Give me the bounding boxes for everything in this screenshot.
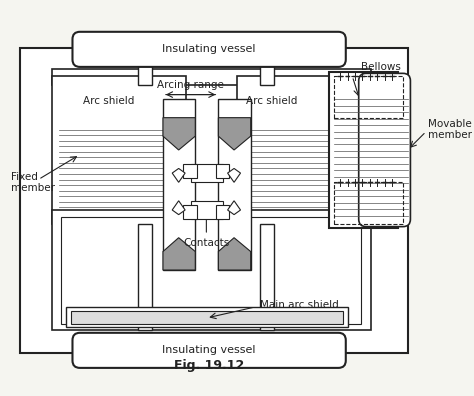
Text: Arc shield: Arc shield xyxy=(246,97,298,107)
Bar xyxy=(52,76,186,224)
Polygon shape xyxy=(163,238,195,270)
Bar xyxy=(183,206,197,219)
Bar xyxy=(334,182,403,224)
Bar xyxy=(163,99,195,270)
Bar xyxy=(216,206,229,219)
Bar xyxy=(329,72,399,228)
FancyBboxPatch shape xyxy=(73,32,346,67)
Polygon shape xyxy=(228,168,240,182)
Text: Contacts: Contacts xyxy=(183,238,229,248)
Bar xyxy=(20,48,408,353)
Bar xyxy=(183,164,197,178)
Bar xyxy=(260,224,274,330)
Text: Fixed
member: Fixed member xyxy=(10,171,55,193)
Bar xyxy=(62,217,362,324)
Polygon shape xyxy=(172,201,185,215)
Bar xyxy=(66,307,347,327)
Bar xyxy=(52,210,371,330)
Polygon shape xyxy=(172,168,185,182)
Bar xyxy=(237,76,347,224)
Text: Arc shield: Arc shield xyxy=(82,97,134,107)
Text: Movable
member: Movable member xyxy=(428,119,472,141)
Text: Insulating vessel: Insulating vessel xyxy=(163,44,256,54)
Text: Insulating vessel: Insulating vessel xyxy=(163,345,256,355)
Polygon shape xyxy=(163,118,195,150)
Bar xyxy=(191,164,223,182)
Bar xyxy=(219,99,251,270)
Bar xyxy=(52,69,371,86)
Text: Main arc shield: Main arc shield xyxy=(260,300,338,310)
Polygon shape xyxy=(219,238,251,270)
Polygon shape xyxy=(228,201,240,215)
Bar xyxy=(334,76,403,118)
Bar xyxy=(260,58,274,86)
Bar xyxy=(71,310,343,324)
Bar xyxy=(138,224,152,330)
Bar xyxy=(191,201,223,219)
Bar xyxy=(216,164,229,178)
FancyBboxPatch shape xyxy=(359,73,410,227)
FancyBboxPatch shape xyxy=(73,333,346,368)
Text: Bellows: Bellows xyxy=(362,61,401,72)
Polygon shape xyxy=(219,118,251,150)
Bar xyxy=(138,58,152,86)
Text: Arcing range: Arcing range xyxy=(157,80,224,90)
Text: Fig. 19.12: Fig. 19.12 xyxy=(174,359,244,371)
